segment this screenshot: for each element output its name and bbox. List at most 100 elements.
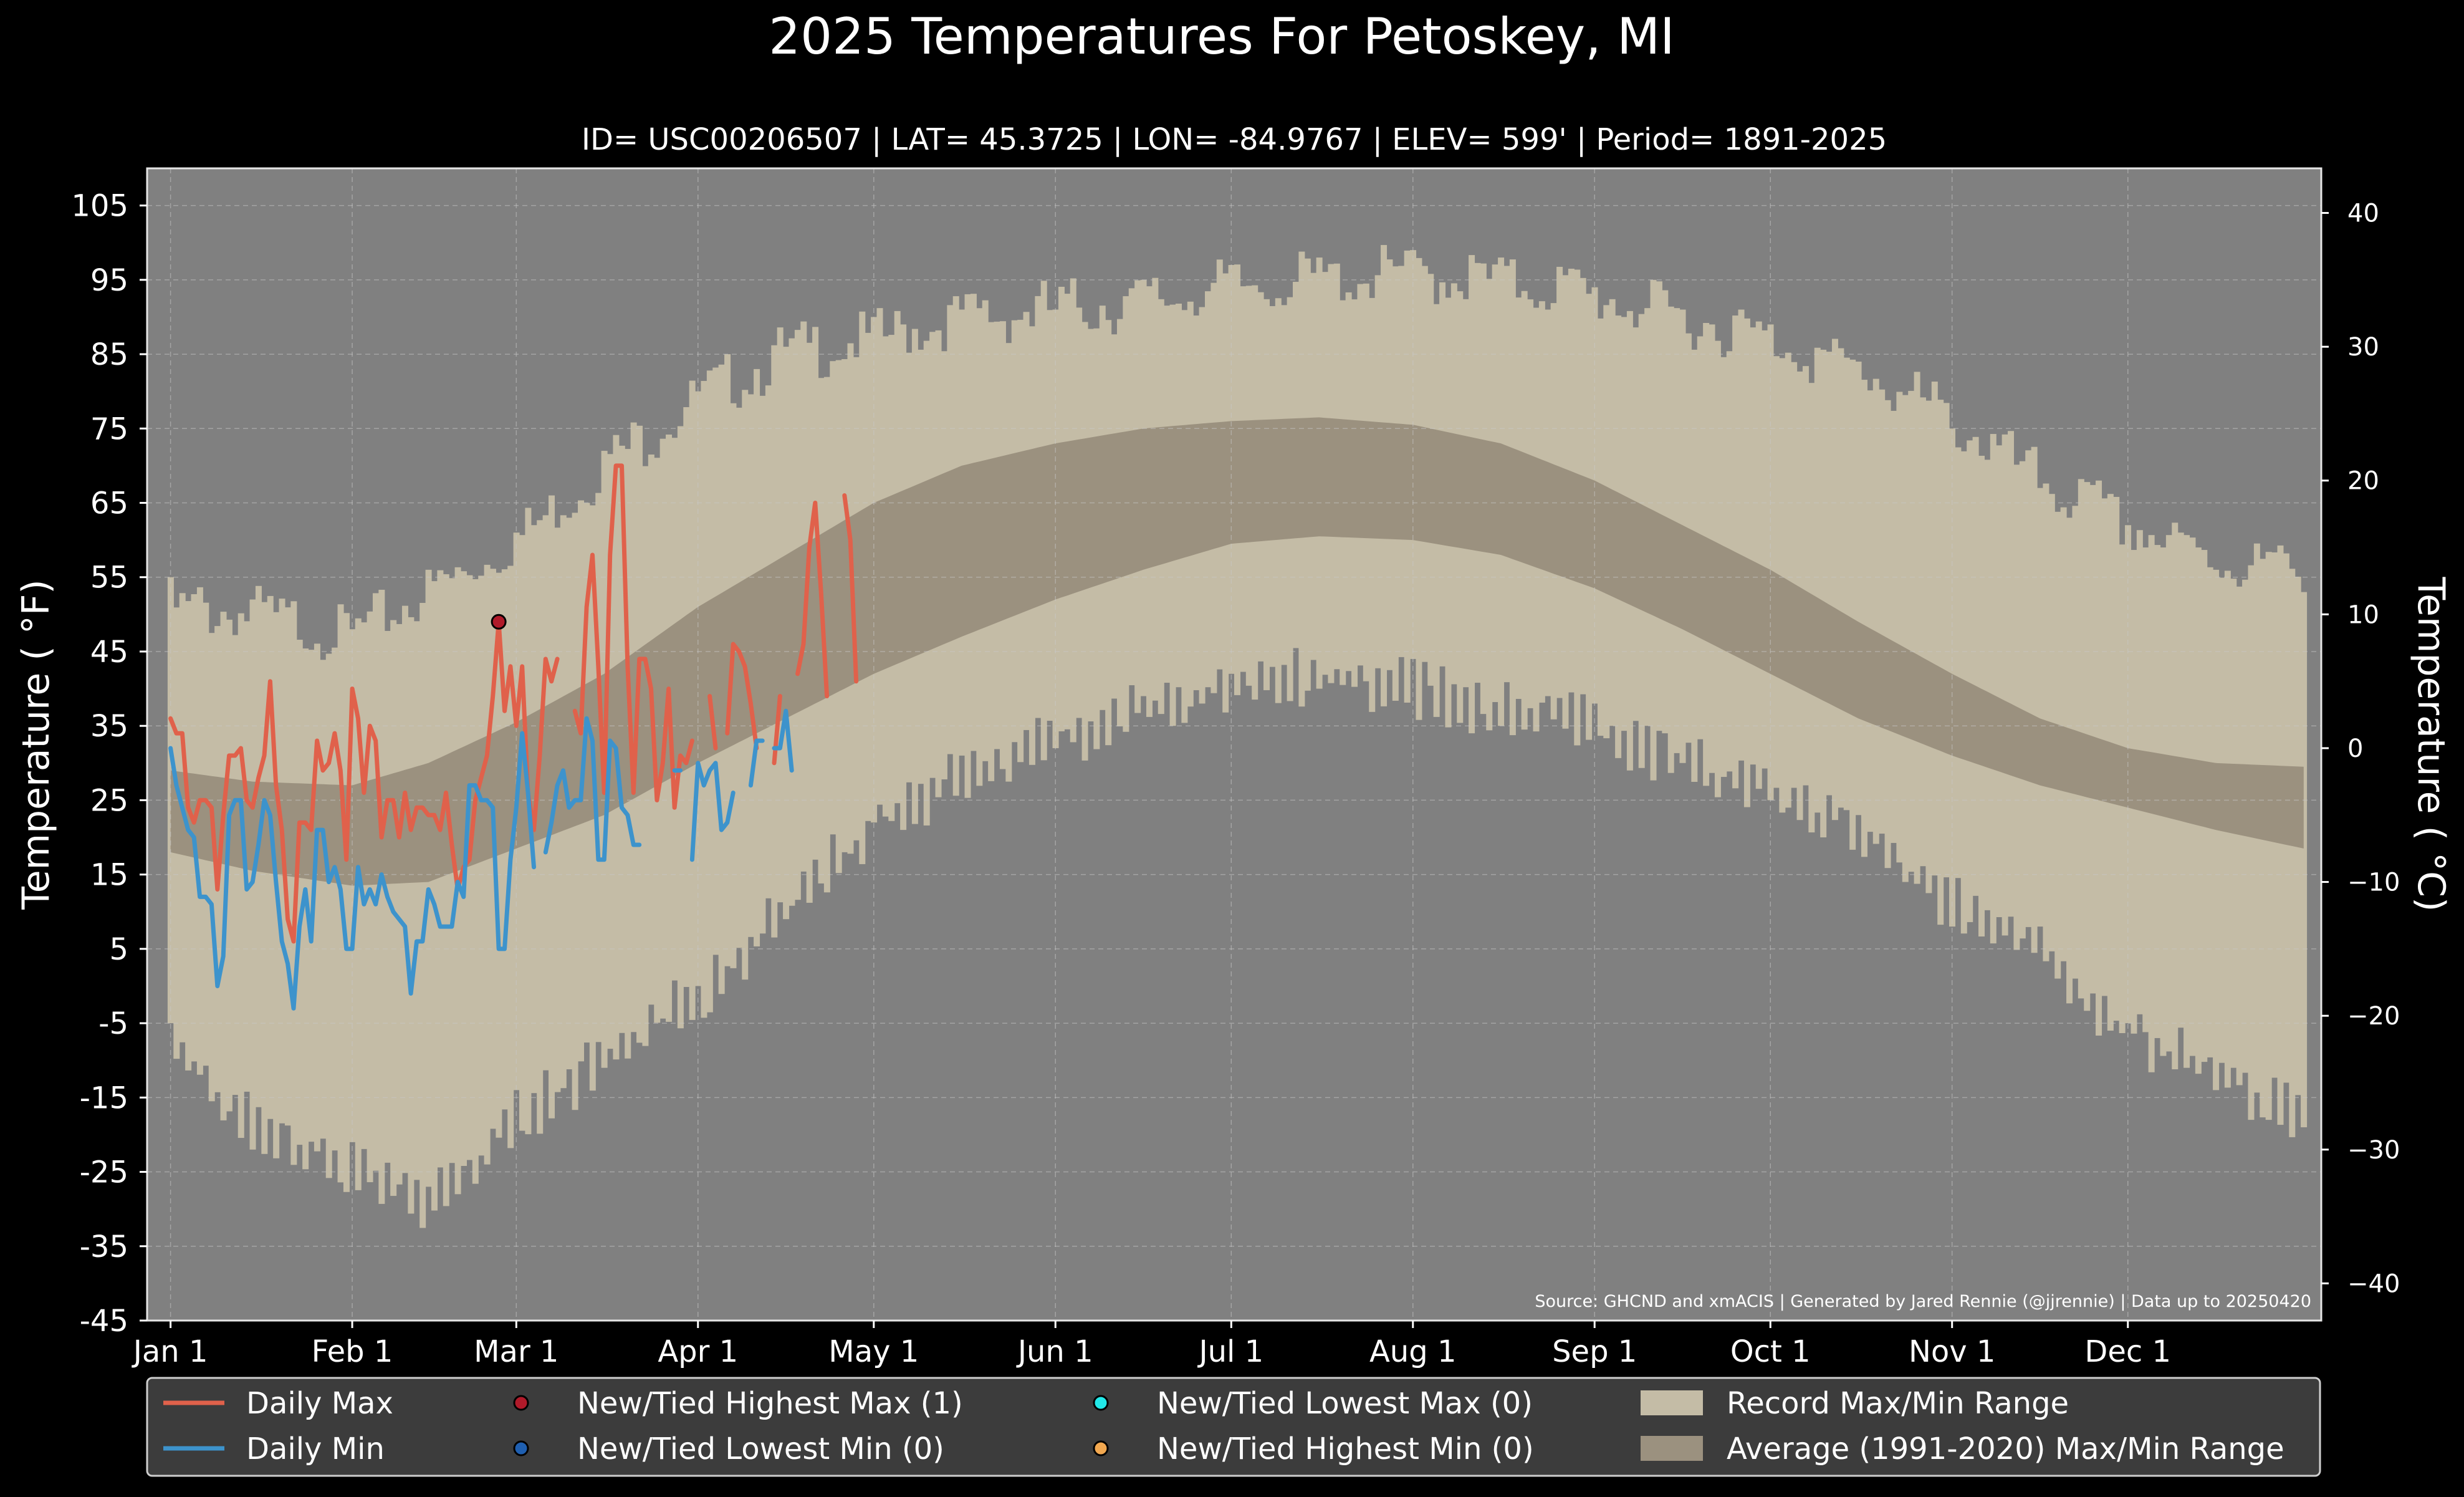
new-highest-max-marker (491, 614, 507, 630)
y-tick-label-right: −20 (2347, 1002, 2400, 1031)
chart-title: 2025 Temperatures For Petoskey, MI (769, 7, 1674, 65)
y-axis-fahrenheit: -45 -35 -25 -15 -5 5 15 25 35 45 55 65 75 85 95 105 (71, 189, 147, 1339)
record-range-bar (1990, 434, 1997, 944)
record-range-bar (1896, 392, 1903, 863)
record-range-bar (1914, 372, 1920, 884)
record-range-bar (1755, 321, 1762, 789)
record-range-bar (2301, 592, 2308, 1128)
record-range-bar (1855, 361, 1862, 816)
record-range-bar (1872, 378, 1879, 844)
record-range-bar (408, 617, 415, 1214)
y-tick-label-left: 55 (90, 561, 128, 595)
daily-min-line (748, 738, 765, 788)
record-range-bar (472, 579, 479, 1184)
record-range-bar (2025, 450, 2032, 927)
record-range-bar (419, 603, 426, 1228)
record-range-bar (314, 643, 320, 1152)
record-range-bar (2008, 431, 2015, 917)
legend-new-lowest-min-marker (513, 1440, 529, 1456)
y-tick-label-left: 105 (71, 189, 128, 224)
record-range-bar (1826, 352, 1833, 796)
y-tick-label-right: −10 (2347, 869, 2400, 897)
y-tick-label-left: 45 (90, 635, 128, 670)
x-tick-label: Aug 1 (1369, 1334, 1457, 1369)
record-range-bar (431, 581, 438, 1211)
daily-max-line (725, 642, 759, 751)
record-range-bar (1884, 400, 1891, 869)
record-range-bar (320, 660, 327, 1139)
y-tick-label-left: -35 (80, 1230, 128, 1264)
record-range-bar (1943, 403, 1950, 878)
y-tick-label-left: 95 (90, 263, 128, 298)
y-tick-label-left: -5 (98, 1006, 128, 1041)
record-range-bar (1773, 356, 1780, 788)
record-range-bar (1656, 281, 1662, 731)
record-range-bar (396, 623, 403, 1185)
y-tick-label-left: 35 (90, 709, 128, 744)
record-range-bar (290, 601, 297, 1165)
x-tick-label: Jan 1 (132, 1334, 208, 1369)
daily-series (168, 463, 859, 1011)
record-range-bar (1955, 447, 1962, 878)
record-range-bar (1890, 410, 1897, 843)
y-tick-label-right: 10 (2347, 600, 2379, 629)
legend-new-lowest-max-marker (1093, 1395, 1109, 1411)
record-range-bar (332, 647, 338, 1151)
y-tick-label-right: 40 (2347, 200, 2379, 228)
record-range-bar (2289, 569, 2296, 1137)
y-tick-label-left: 25 (90, 783, 128, 818)
record-range-bar (220, 612, 227, 1120)
record-range-bar (308, 650, 315, 1142)
record-range-bar (208, 633, 215, 1102)
x-tick-label: Nov 1 (1909, 1334, 1995, 1369)
record-range-bar (484, 564, 491, 1165)
record-range-bar (1861, 380, 1867, 857)
y-tick-label-left: 5 (109, 932, 128, 967)
record-range-bar (1972, 436, 1979, 896)
record-range-bar (1662, 290, 1669, 734)
x-tick-label: Feb 1 (312, 1334, 393, 1369)
record-range-bar (1919, 397, 1926, 867)
record-range-bar (343, 613, 350, 1192)
record-range-bar (2236, 586, 2243, 1085)
y-tick-label-right: 20 (2347, 467, 2379, 496)
daily-max-line (795, 501, 830, 698)
x-tick-label: Sep 1 (1552, 1334, 1637, 1369)
record-range-bar (2037, 488, 2044, 927)
record-range-bar (443, 574, 449, 1206)
record-range-bar (367, 611, 373, 1183)
record-range-bar (1925, 400, 1932, 893)
record-range-bar (1879, 389, 1886, 834)
y-tick-label-left: -45 (80, 1304, 128, 1339)
record-range-bar (1867, 390, 1874, 832)
record-range-bar (496, 572, 502, 1138)
x-tick-label: Mar 1 (474, 1334, 558, 1369)
record-range-bar (413, 621, 420, 1180)
record-range-bar (1750, 327, 1757, 765)
record-range-bar (478, 575, 485, 1156)
x-tick-label: Apr 1 (658, 1334, 738, 1369)
y-tick-label-right: −30 (2347, 1136, 2400, 1165)
y-tick-label-right: 30 (2347, 333, 2379, 362)
legend-record-range-label: Record Max/Min Range (1727, 1386, 2069, 1421)
y-tick-label-left: 15 (90, 858, 128, 893)
y-tick-label-left: 85 (90, 337, 128, 372)
y-tick-label-left: -15 (80, 1081, 128, 1115)
record-range-bar (466, 575, 473, 1160)
x-tick-label: May 1 (828, 1334, 919, 1369)
y-axis-label-left: Temperature ( °F) (14, 579, 58, 910)
record-range-bar (1908, 390, 1915, 872)
record-range-bar (1931, 382, 1938, 876)
record-range-bar (261, 602, 268, 1154)
record-range-bar (1814, 347, 1821, 813)
daily-max-line (707, 694, 718, 751)
record-range-bar (1738, 309, 1745, 761)
record-range-bar (325, 653, 332, 1178)
legend-box (146, 1377, 2321, 1477)
daily-min-line (543, 716, 642, 862)
record-range-bar (361, 622, 368, 1149)
record-range-bar (1732, 315, 1739, 789)
legend-record-range-swatch (1641, 1390, 1703, 1415)
y-tick-label-right: −40 (2347, 1269, 2400, 1298)
